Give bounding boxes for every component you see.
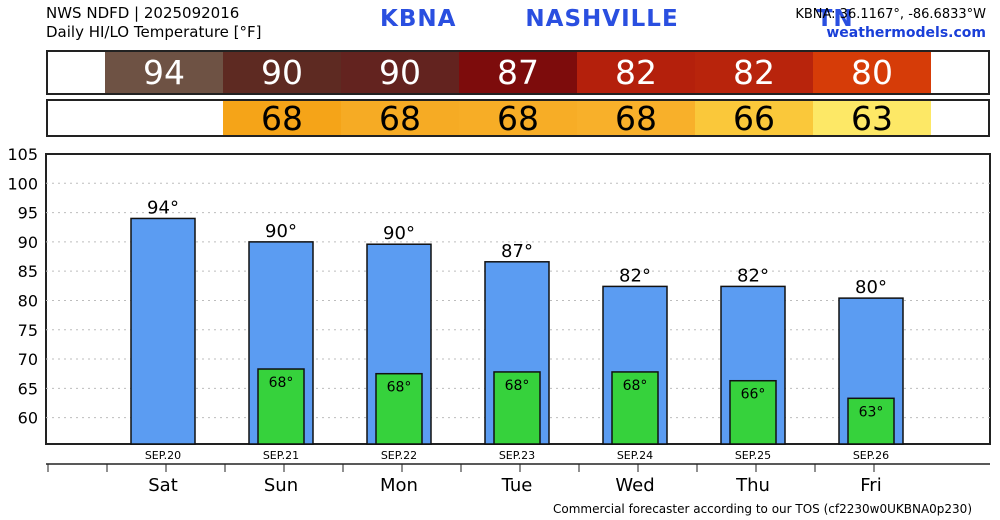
- hi-strip-cell: 80: [813, 52, 931, 93]
- hi-bar: [130, 217, 196, 445]
- lo-strip-cell: 63: [813, 99, 931, 138]
- x-day-label: Sat: [148, 475, 178, 496]
- chart-title: Daily HI/LO Temperature [°F]: [46, 23, 262, 41]
- x-date-label: SEP.25: [735, 449, 771, 462]
- site-link[interactable]: weathermodels.com: [826, 25, 986, 41]
- hi-bar-label: 87°: [501, 241, 533, 262]
- x-day-label: Thu: [735, 475, 770, 496]
- y-tick-label: 100: [7, 174, 38, 193]
- hi-strip-cell: 90: [223, 52, 341, 93]
- x-date-label: SEP.22: [381, 449, 417, 462]
- y-tick-label: 65: [18, 379, 38, 398]
- y-tick-label: 90: [18, 233, 38, 252]
- hi-temperature-strip: 94 90 90 87 82 82 80: [46, 50, 990, 95]
- lo-bar-label: 68°: [505, 378, 530, 394]
- y-tick-label: 95: [18, 204, 38, 223]
- lo-bar-label: 66°: [741, 387, 766, 403]
- y-tick-label: 85: [18, 262, 38, 281]
- station-title: KBNA NASHVILLE TN: [380, 6, 854, 32]
- x-day-label: Wed: [615, 475, 654, 496]
- lo-bar-label: 68°: [269, 375, 294, 391]
- lo-strip-cell: 68: [459, 99, 577, 138]
- lo-bar: [493, 371, 541, 445]
- hi-strip-cell: 82: [695, 52, 813, 93]
- lo-strip-cell: 68: [341, 99, 459, 138]
- y-tick-label: 80: [18, 291, 38, 310]
- hi-bar-label: 82°: [619, 265, 651, 286]
- product-title: NWS NDFD | 2025092016: [46, 4, 240, 22]
- temperature-bar-chart: 60 65 70 75 80 85 90 95 100 105 94° 90° 68° 90° 68° 87°…: [7, 145, 991, 496]
- lo-bar-label: 63°: [859, 404, 884, 420]
- lo-bar: [729, 379, 777, 445]
- station-info: KBNA: 36.1167°, -86.6833°W weathermodels…: [795, 5, 986, 43]
- x-day-label: Tue: [501, 475, 533, 496]
- y-tick-label: 105: [7, 145, 38, 164]
- hi-bar-label: 90°: [265, 221, 297, 242]
- hi-strip-cell: 94: [105, 52, 223, 93]
- x-date-label: SEP.20: [145, 449, 181, 462]
- lo-bar: [847, 397, 895, 445]
- hi-bar-label: 94°: [147, 197, 179, 218]
- lo-bar-label: 68°: [387, 380, 412, 396]
- hi-strip-cell: 90: [341, 52, 459, 93]
- lo-strip-cell: 68: [223, 99, 341, 138]
- x-date-label: SEP.21: [263, 449, 299, 462]
- lo-strip-cell: 66: [695, 99, 813, 138]
- x-day-label: Mon: [380, 475, 418, 496]
- hi-strip-cell: 87: [459, 52, 577, 93]
- hi-strip-cell: 82: [577, 52, 695, 93]
- x-date-label: SEP.24: [617, 449, 653, 462]
- x-date-label: SEP.26: [853, 449, 889, 462]
- station-coords: KBNA: 36.1167°, -86.6833°W: [795, 7, 986, 22]
- y-tick-label: 60: [18, 409, 38, 428]
- lo-temperature-strip: 68 68 68 68 66 63: [46, 99, 990, 138]
- hi-bar-label: 90°: [383, 223, 415, 244]
- hi-bar-label: 80°: [855, 277, 887, 298]
- chart-header: NWS NDFD | 2025092016 Daily HI/LO Temper…: [46, 4, 262, 42]
- y-tick-label: 75: [18, 321, 38, 340]
- x-day-label: Sun: [264, 475, 298, 496]
- lo-bar-label: 68°: [623, 378, 648, 394]
- y-tick-label: 70: [18, 350, 38, 369]
- x-date-label: SEP.23: [499, 449, 535, 462]
- x-day-label: Fri: [860, 475, 881, 496]
- footer-note: Commercial forecaster according to our T…: [552, 502, 972, 516]
- hi-bar-label: 82°: [737, 265, 769, 286]
- lo-bar: [257, 368, 305, 445]
- lo-bar: [375, 372, 423, 445]
- lo-bar: [611, 371, 659, 445]
- lo-strip-cell: 68: [577, 99, 695, 138]
